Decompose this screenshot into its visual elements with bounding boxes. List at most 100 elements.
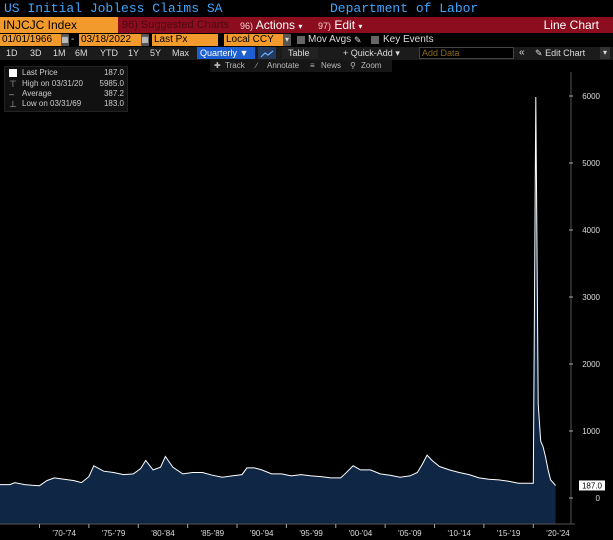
low-marker-icon: ⊥ xyxy=(9,99,17,109)
chevron-down-icon[interactable]: ▾ xyxy=(283,34,291,46)
average-marker-icon: – xyxy=(9,89,15,99)
actions-label: Actions xyxy=(255,18,296,32)
action-bar: INJCJC Index 96) Suggested Charts 96) Ac… xyxy=(0,17,613,33)
edit-menu[interactable]: 97) Edit ▾ xyxy=(318,17,362,33)
zoom-button[interactable]: Zoom xyxy=(361,61,382,70)
ticker-field[interactable]: INJCJC Index xyxy=(0,17,118,33)
suggested-charts-button[interactable]: 96) Suggested Charts xyxy=(122,19,230,31)
edit-chart-label: Edit Chart xyxy=(545,48,586,58)
period-3d-button[interactable]: 3D xyxy=(30,48,42,58)
end-date-field[interactable]: 03/18/2022 xyxy=(79,34,141,46)
chevron-down-icon: ▾ xyxy=(395,48,400,58)
security-title: US Initial Jobless Claims SA xyxy=(4,1,223,16)
last-value-label: 187.0 xyxy=(582,481,603,490)
period-1m-button[interactable]: 1M xyxy=(53,48,66,58)
legend-value: 183.0 xyxy=(103,99,124,108)
last-value-box xyxy=(579,480,605,491)
suggested-charts-number: 96 xyxy=(122,19,135,31)
y-tick-label: 6000 xyxy=(582,92,600,101)
x-tick-label: '90-'94 xyxy=(250,529,274,538)
pencil-icon: ✎ xyxy=(535,48,543,58)
plus-icon: + xyxy=(343,48,349,58)
legend-label: Last Price xyxy=(22,68,58,77)
x-tick-label: '05-'09 xyxy=(398,529,422,538)
y-tick-label: 4000 xyxy=(582,226,600,235)
mov-avgs-label: Mov Avgs xyxy=(308,34,352,45)
actions-number: 96) xyxy=(240,21,254,31)
x-tick-label: '95-'99 xyxy=(299,529,323,538)
annotate-button[interactable]: Annotate xyxy=(267,61,300,70)
key-events-label: Key Events xyxy=(383,34,434,45)
y-tick-label: 1000 xyxy=(582,427,600,436)
news-button[interactable]: News xyxy=(321,61,342,70)
track-icon[interactable]: ✚ xyxy=(214,61,221,70)
y-tick-label: 5000 xyxy=(582,159,600,168)
track-button[interactable]: Track xyxy=(225,61,245,70)
period-5y-button[interactable]: 5Y xyxy=(150,48,162,58)
date-separator: - xyxy=(71,34,75,45)
table-button[interactable]: Table xyxy=(282,47,318,59)
actions-menu[interactable]: 96) Actions ▾ xyxy=(240,17,302,33)
y-tick-label: 0 xyxy=(596,494,601,503)
calendar-icon[interactable]: ▦ xyxy=(141,34,149,46)
mov-avgs-checkbox[interactable] xyxy=(297,36,305,44)
y-tick-label: 3000 xyxy=(582,293,600,302)
news-icon[interactable]: ≡ xyxy=(310,61,315,70)
period-1y-button[interactable]: 1Y xyxy=(128,48,140,58)
edit-chart-button[interactable]: ✎ Edit Chart xyxy=(535,47,585,59)
legend-label: Average xyxy=(22,89,52,98)
frequency-select[interactable]: Quarterly ▼ xyxy=(197,47,255,59)
legend-swatch xyxy=(9,69,17,77)
legend-label: High on 03/31/20 xyxy=(22,79,83,88)
high-marker-icon: ⊤ xyxy=(9,79,17,89)
legend-value: 387.2 xyxy=(103,89,124,98)
view-label: Line Chart xyxy=(543,18,599,32)
zoom-icon[interactable]: ⚲ xyxy=(350,61,356,70)
add-data-input[interactable]: Add Data xyxy=(419,47,514,59)
options-icon[interactable]: ▾ xyxy=(600,47,610,59)
y-tick-label: 2000 xyxy=(582,360,600,369)
quick-add-label: Quick-Add xyxy=(350,48,393,58)
legend-row-high: ⊤ High on 03/31/20 5985.0 xyxy=(8,79,126,89)
legend-value: 5985.0 xyxy=(99,79,124,88)
line-chart-icon[interactable] xyxy=(258,47,276,59)
price-chart[interactable]: 0 1000 2000 3000 4000 5000 6000 187.0 '70-'74 '75… xyxy=(0,72,613,540)
pencil-icon[interactable]: ✎ xyxy=(354,35,362,45)
toolbar: 1D 3D 1M 6M YTD 1Y 5Y Max Quarterly ▼ Ta… xyxy=(0,47,613,60)
series-area-fill xyxy=(0,97,556,524)
period-1d-button[interactable]: 1D xyxy=(6,48,18,58)
area-layer xyxy=(0,96,556,524)
period-max-button[interactable]: Max xyxy=(172,48,190,58)
chevron-down-icon: ▾ xyxy=(358,22,363,31)
calendar-icon[interactable]: ▦ xyxy=(61,34,69,46)
price-field-select[interactable]: Last Px xyxy=(152,34,218,46)
legend-row-low: ⊥ Low on 03/31/69 183.0 xyxy=(8,99,126,109)
quick-add-button[interactable]: + Quick-Add ▾ xyxy=(343,47,400,59)
legend: Last Price 187.0 ⊤ High on 03/31/20 5985… xyxy=(4,66,128,112)
chevron-down-icon: ▼ xyxy=(239,48,249,58)
x-tick-label: '75-'79 xyxy=(102,529,126,538)
currency-select[interactable]: Local CCY xyxy=(224,34,283,46)
edit-label: Edit xyxy=(334,18,356,32)
series-line xyxy=(0,96,556,487)
input-row: 01/01/1966 ▦ - 03/18/2022 ▦ Last Px Loca… xyxy=(0,34,613,47)
key-events-checkbox[interactable] xyxy=(371,36,379,44)
x-tick-label: '70-'74 xyxy=(52,529,76,538)
period-ytd-button[interactable]: YTD xyxy=(100,48,118,58)
legend-row-last-price[interactable]: Last Price 187.0 xyxy=(8,68,126,78)
x-tick-label: '20-'24 xyxy=(546,529,570,538)
annotate-icon[interactable]: ∕ xyxy=(256,61,258,70)
x-tick-label: '85-'89 xyxy=(201,529,225,538)
legend-row-average: – Average 387.2 xyxy=(8,89,126,99)
x-tick-label: '00-'04 xyxy=(349,529,373,538)
suggested-charts-label: Suggested Charts xyxy=(140,19,230,31)
x-tick-label: '80-'84 xyxy=(151,529,175,538)
collapse-icon[interactable]: « xyxy=(519,47,525,58)
title-bar: US Initial Jobless Claims SA Department … xyxy=(0,0,613,16)
axis-layer: 0 1000 2000 3000 4000 5000 6000 187.0 '70-'74 '75… xyxy=(0,72,605,538)
legend-label: Low on 03/31/69 xyxy=(22,99,82,108)
period-6m-button[interactable]: 6M xyxy=(75,48,88,58)
legend-value: 187.0 xyxy=(103,68,124,77)
chevron-down-icon: ▾ xyxy=(298,22,303,31)
start-date-field[interactable]: 01/01/1966 xyxy=(0,34,61,46)
